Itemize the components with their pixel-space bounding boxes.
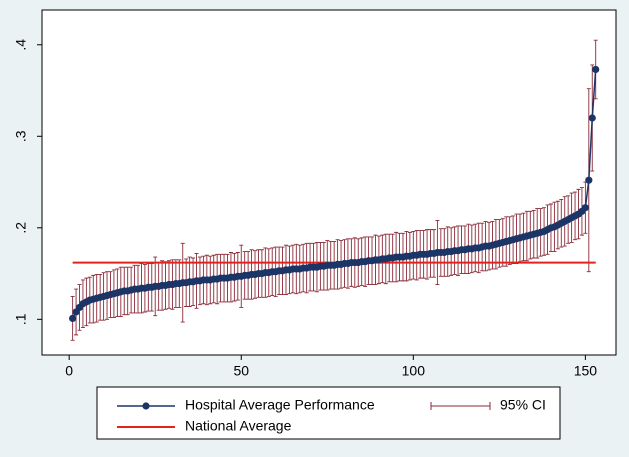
y-tick-label: .4 (13, 39, 29, 51)
legend-swatch (142, 402, 150, 410)
x-tick-label: 100 (402, 363, 426, 379)
y-tick-label: .1 (13, 313, 29, 325)
legend-label: 95% CI (500, 397, 546, 413)
y-tick-label: .3 (13, 130, 29, 142)
data-point (585, 176, 593, 184)
data-point (592, 65, 600, 74)
x-tick-label: 50 (233, 363, 249, 379)
x-tick-label: 150 (574, 363, 598, 379)
legend (96, 386, 561, 440)
data-point (588, 114, 596, 122)
data-point (69, 314, 77, 322)
legend-label: Hospital Average Performance (185, 397, 375, 413)
data-point (581, 204, 589, 212)
legend-swatch (430, 402, 491, 410)
y-tick-label: .2 (13, 222, 29, 234)
x-tick-label: 0 (65, 363, 73, 379)
legend-label: National Average (185, 418, 292, 434)
